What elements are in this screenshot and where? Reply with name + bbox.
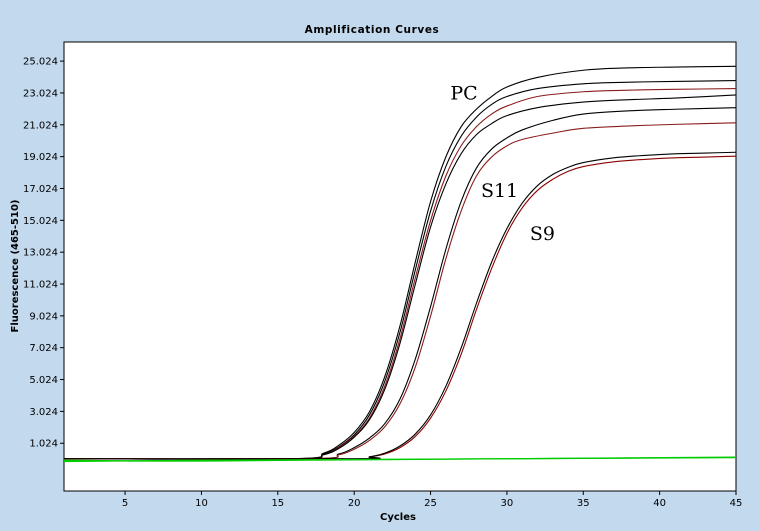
y-tick-label: 21.024: [23, 120, 58, 131]
x-axis: 5 10 15 20 25 30 35 40 45: [122, 491, 742, 509]
annotation-label: S9: [530, 223, 555, 245]
x-axis-title: Cycles: [380, 512, 416, 523]
x-tick-label: 45: [730, 498, 743, 509]
y-axis: 1.024 3.024 5.024 7.024 9.024 11.024 13.024 15.…: [23, 57, 64, 450]
series-line-8: [63, 151, 737, 460]
annotation-label: S11: [481, 180, 518, 202]
y-tick-label: 5.024: [29, 375, 58, 386]
series-line-1: [63, 65, 737, 460]
series-line-4: [63, 94, 737, 460]
y-tick-label: 7.024: [29, 343, 58, 354]
y-tick-label: 1.024: [29, 439, 58, 450]
curve-annotations: PC S11 S9: [450, 83, 555, 245]
x-tick-label: 25: [424, 498, 437, 509]
y-tick-label: 11.024: [23, 280, 58, 291]
y-tick-label: 9.024: [29, 311, 58, 322]
series-line-6: [63, 122, 737, 460]
y-tick-label: 3.024: [29, 407, 58, 418]
annotation-label: PC: [450, 83, 477, 105]
y-tick-label: 17.024: [23, 184, 58, 195]
x-tick-label: 5: [122, 498, 128, 509]
x-tick-label: 35: [577, 498, 590, 509]
series-line-10: [63, 456, 737, 463]
x-tick-label: 20: [348, 498, 361, 509]
y-axis-title: Fluorescence (465-510): [10, 200, 21, 333]
series-line-2: [63, 80, 737, 460]
plot-area: [63, 41, 737, 492]
y-tick-label: 15.024: [23, 216, 58, 227]
x-tick-label: 40: [653, 498, 666, 509]
series-lines: [63, 65, 737, 463]
chart-title: Amplification Curves: [305, 24, 440, 36]
x-tick-label: 30: [501, 498, 514, 509]
x-tick-label: 15: [271, 498, 284, 509]
y-tick-label: 23.024: [23, 88, 58, 99]
series-line-5: [63, 107, 737, 460]
series-line-7: [63, 155, 737, 460]
y-tick-label: 25.024: [23, 57, 58, 68]
x-tick-label: 10: [195, 498, 208, 509]
y-tick-label: 13.024: [23, 248, 58, 259]
y-tick-label: 19.024: [23, 152, 58, 163]
